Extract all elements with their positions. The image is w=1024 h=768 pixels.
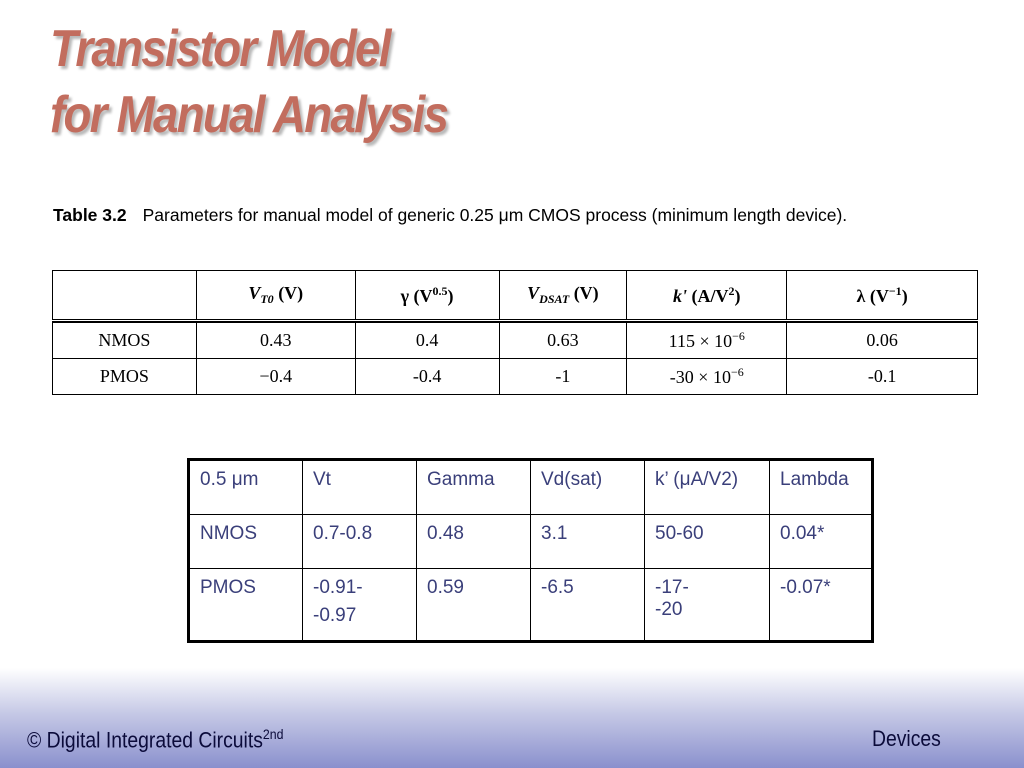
gamma-cell: 0.4 bbox=[354, 322, 500, 359]
header-vt0: VT0 (V) bbox=[195, 270, 356, 321]
vdsat-cell: 0.63 bbox=[498, 322, 628, 359]
vt-cell: 0.7-0.8 bbox=[302, 514, 417, 569]
kprime-cell: 115 × 10−6 bbox=[626, 322, 788, 359]
header-kprime: k' (A/V2) bbox=[626, 270, 788, 321]
slide-footer: © Digital Integrated Circuits2nd Devices bbox=[0, 668, 1024, 768]
header-cell: Vd(sat) bbox=[530, 459, 645, 515]
header-row: 0.5 μm Vt Gamma Vd(sat) k’ (μA/V2) Lambd… bbox=[188, 459, 873, 515]
parameters-table-05um: 0.5 μm Vt Gamma Vd(sat) k’ (μA/V2) Lambd… bbox=[187, 458, 874, 643]
lambda-cell: -0.07* bbox=[769, 568, 873, 642]
table-row: NMOS 0.7-0.8 0.48 3.1 50-60 0.04* bbox=[188, 514, 873, 569]
gamma-cell: -0.4 bbox=[354, 358, 500, 395]
slide-title: Transistor Model for Manual Analysis bbox=[50, 16, 449, 148]
kprime-cell: -17- -20 bbox=[644, 568, 770, 642]
device-cell: NMOS bbox=[52, 322, 197, 359]
header-cell: Gamma bbox=[416, 459, 531, 515]
gamma-cell: 0.59 bbox=[416, 568, 531, 642]
kprime-cell: 50-60 bbox=[644, 514, 770, 569]
device-cell: PMOS bbox=[188, 568, 303, 642]
header-gamma: γ (V0.5) bbox=[354, 270, 500, 321]
vdsat-cell: 3.1 bbox=[530, 514, 645, 569]
title-line-1: Transistor Model bbox=[50, 20, 391, 78]
vt0-cell: −0.4 bbox=[195, 358, 356, 395]
parameters-table-025um: VT0 (V) γ (V0.5) VDSAT (V) k' (A/V2) λ (… bbox=[52, 270, 978, 395]
header-cell: k’ (μA/V2) bbox=[644, 459, 770, 515]
device-cell: NMOS bbox=[188, 514, 303, 569]
header-cell: 0.5 μm bbox=[188, 459, 303, 515]
table-row: NMOS 0.43 0.4 0.63 115 × 10−6 0.06 bbox=[52, 322, 978, 359]
vdsat-cell: -1 bbox=[498, 358, 628, 395]
gamma-cell: 0.48 bbox=[416, 514, 531, 569]
table-caption: Table 3.2 Parameters for manual model of … bbox=[53, 202, 953, 228]
lambda-cell: 0.04* bbox=[769, 514, 873, 569]
table-row: PMOS −0.4 -0.4 -1 -30 × 10−6 -0.1 bbox=[52, 358, 978, 395]
caption-label: Table 3.2 bbox=[53, 205, 127, 225]
lambda-cell: 0.06 bbox=[786, 322, 978, 359]
vdsat-cell: -6.5 bbox=[530, 568, 645, 642]
header-empty bbox=[52, 270, 197, 321]
kprime-cell: -30 × 10−6 bbox=[626, 358, 788, 395]
footer-copyright: © Digital Integrated Circuits2nd bbox=[27, 726, 284, 753]
header-cell: Vt bbox=[302, 459, 417, 515]
vt-cell: -0.91- -0.97 bbox=[302, 568, 417, 642]
header-cell: Lambda bbox=[769, 459, 873, 515]
vt0-cell: 0.43 bbox=[195, 322, 356, 359]
footer-section-label: Devices bbox=[872, 726, 941, 751]
caption-text: Parameters for manual model of generic 0… bbox=[142, 205, 848, 225]
header-lambda: λ (V−1) bbox=[786, 270, 978, 321]
title-line-2: for Manual Analysis bbox=[50, 86, 449, 144]
header-row: VT0 (V) γ (V0.5) VDSAT (V) k' (A/V2) λ (… bbox=[52, 270, 978, 321]
lambda-cell: -0.1 bbox=[786, 358, 978, 395]
device-cell: PMOS bbox=[52, 358, 197, 395]
table-row: PMOS -0.91- -0.97 0.59 -6.5 -17- -20 -0.07… bbox=[188, 568, 873, 642]
header-vdsat: VDSAT (V) bbox=[498, 270, 628, 321]
